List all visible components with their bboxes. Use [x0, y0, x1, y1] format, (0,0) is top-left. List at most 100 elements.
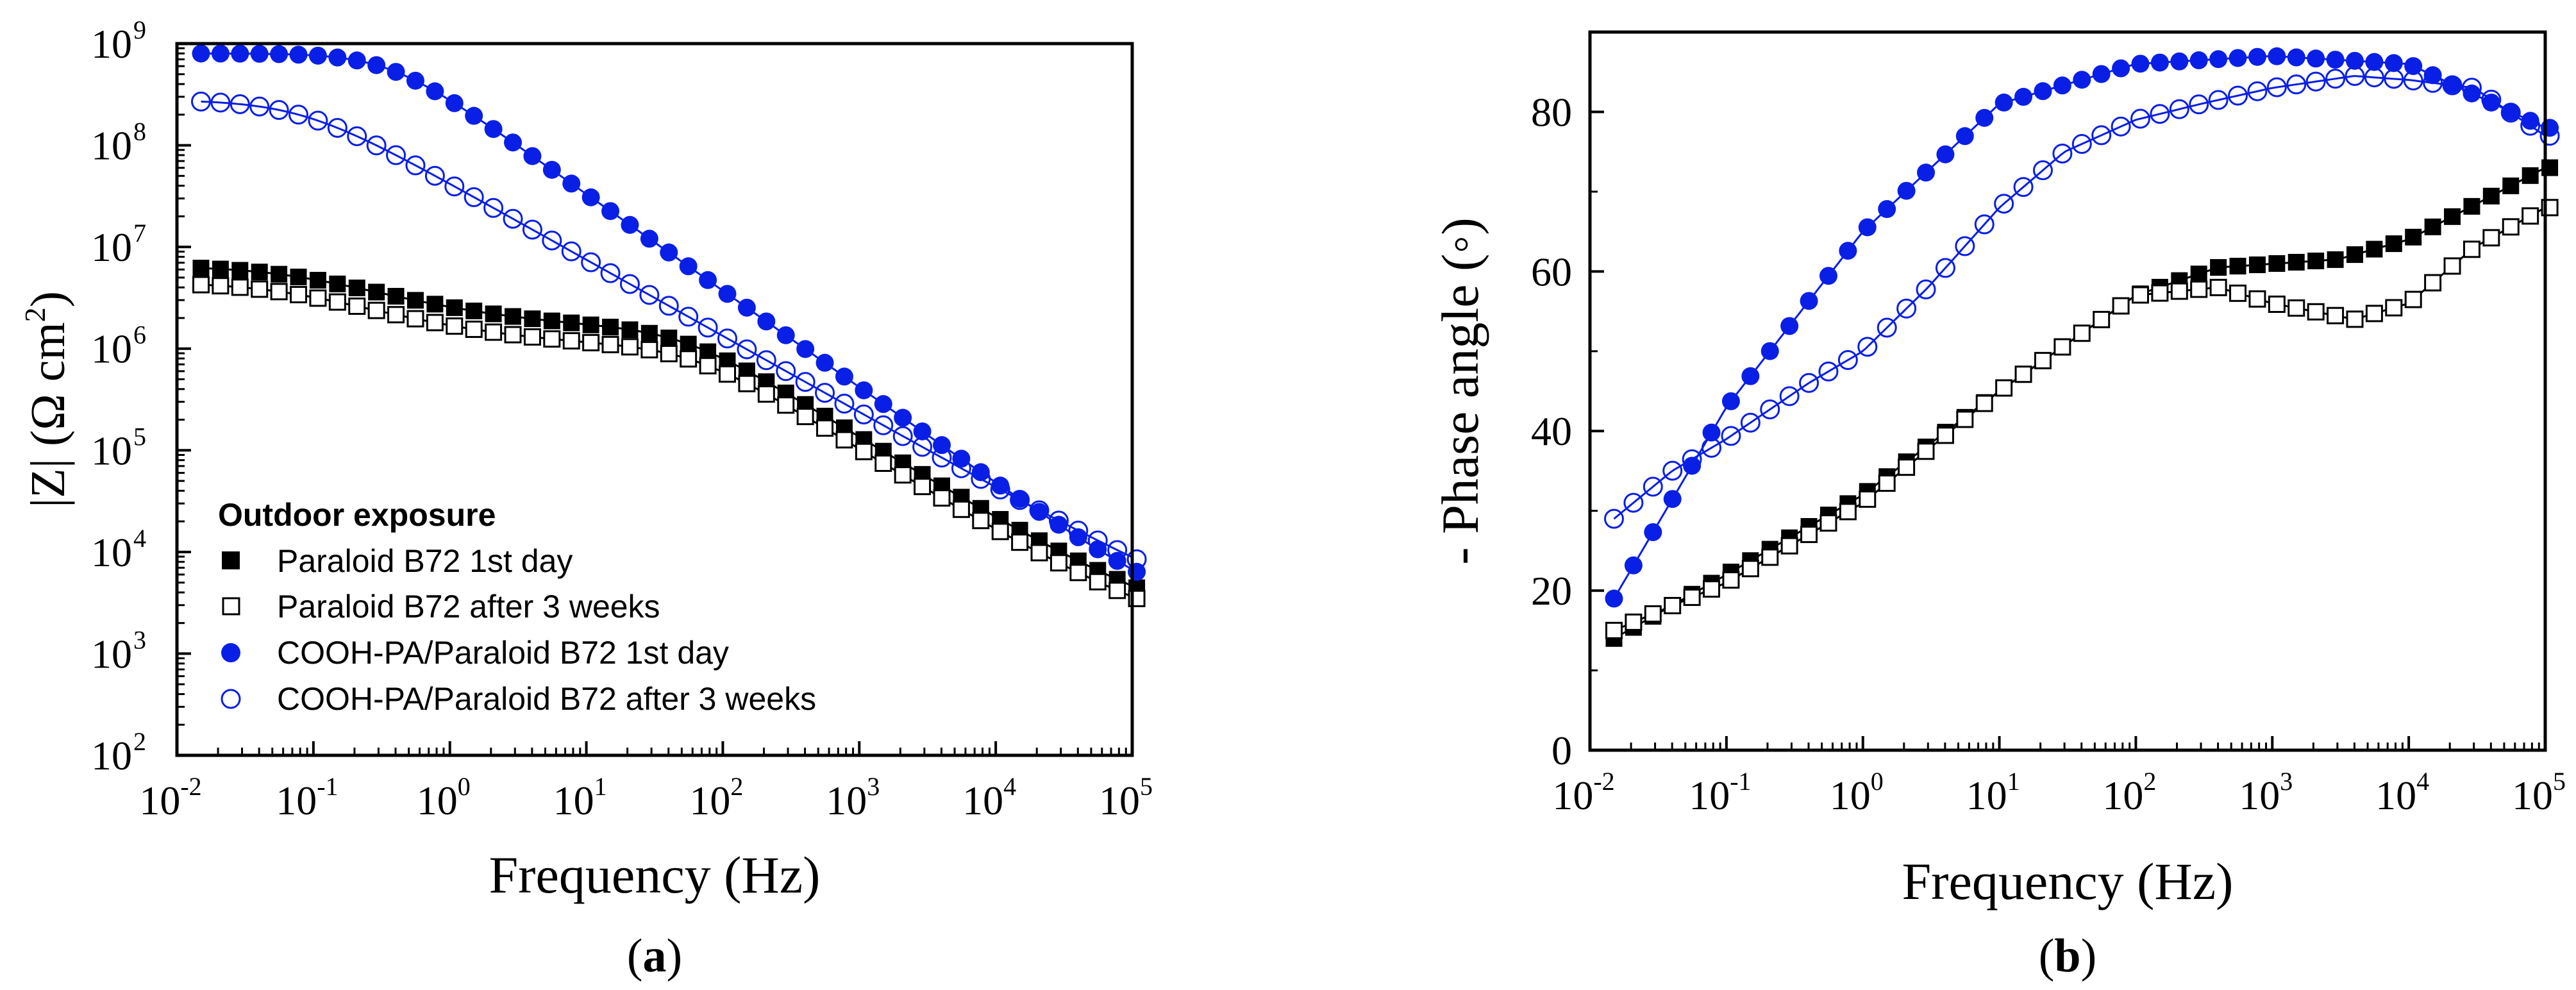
x-tick-label: 104	[962, 772, 1016, 823]
data-point-paraloid-b72-after-3-weeks	[952, 500, 970, 518]
y-tick-label: 10	[91, 530, 132, 575]
data-point-cooh-pa-paraloid-b72-after-3-weeks	[2208, 90, 2229, 110]
data-point-cooh-pa-paraloid-b72-after-3-weeks	[1010, 490, 1030, 510]
data-point-paraloid-b72-after-3-weeks	[2132, 286, 2150, 304]
data-point-paraloid-b72-after-3-weeks	[2385, 299, 2403, 317]
data-point-paraloid-b72-1st-day	[2327, 251, 2344, 268]
data-point-paraloid-b72-1st-day	[368, 283, 385, 301]
data-point-paraloid-b72-after-3-weeks	[309, 289, 327, 307]
data-point-paraloid-b72-1st-day	[563, 314, 580, 331]
data-point-cooh-pa-paraloid-b72-after-3-weeks	[386, 145, 406, 165]
x-tick-label: 104	[2375, 767, 2429, 818]
data-point-paraloid-b72-after-3-weeks	[2170, 282, 2188, 300]
data-point-paraloid-b72-after-3-weeks	[1859, 490, 1877, 508]
data-point-cooh-pa-paraloid-b72-1st-day	[562, 174, 581, 193]
data-point-paraloid-b72-1st-day	[2522, 167, 2539, 184]
data-point-cooh-pa-paraloid-b72-1st-day	[2073, 71, 2091, 89]
data-point-paraloid-b72-after-3-weeks	[2346, 310, 2364, 328]
x-tick-base: 10	[2239, 773, 2280, 818]
data-point-paraloid-b72-1st-day	[212, 260, 229, 278]
data-point-cooh-pa-paraloid-b72-1st-day	[1030, 503, 1049, 521]
x-tick-label: 100	[417, 772, 471, 823]
data-point-cooh-pa-paraloid-b72-after-3-weeks	[2286, 74, 2307, 95]
y-tick-base: 10	[91, 631, 132, 676]
data-point-paraloid-b72-1st-day	[2229, 258, 2246, 275]
data-point-paraloid-b72-1st-day	[426, 296, 444, 313]
data-point-paraloid-b72-1st-day	[602, 319, 619, 336]
panel-b-caption: (b)	[2039, 930, 2096, 982]
data-point-cooh-pa-paraloid-b72-after-3-weeks	[1857, 337, 1878, 357]
data-point-cooh-pa-paraloid-b72-after-3-weeks	[1837, 349, 1858, 370]
data-point-cooh-pa-paraloid-b72-after-3-weeks	[269, 100, 289, 121]
panel-a-ylabel-sup: 2	[19, 307, 51, 322]
data-point-paraloid-b72-after-3-weeks	[2463, 240, 2480, 258]
data-point-paraloid-b72-after-3-weeks	[1839, 503, 1857, 521]
data-point-paraloid-b72-after-3-weeks	[270, 283, 288, 301]
data-point-cooh-pa-paraloid-b72-after-3-weeks	[912, 437, 933, 457]
data-point-cooh-pa-paraloid-b72-1st-day	[855, 381, 873, 399]
series-paraloid-b72-after-3-weeks	[1605, 199, 2559, 639]
data-point-cooh-pa-paraloid-b72-after-3-weeks	[619, 274, 640, 294]
data-point-cooh-pa-paraloid-b72-1st-day	[1955, 127, 1974, 146]
y-tick-exponent: 9	[133, 15, 146, 44]
x-tick-label: 101	[1966, 767, 2020, 818]
legend-label-cooh-pa-1st-day: COOH-PA/Paraloid B72 1st day	[277, 635, 729, 671]
y-tick-label: 10	[91, 428, 132, 473]
x-tick-exponent: 2	[2143, 767, 2156, 796]
data-point-cooh-pa-paraloid-b72-after-3-weeks	[230, 94, 250, 114]
data-point-paraloid-b72-after-3-weeks	[251, 280, 269, 298]
data-point-cooh-pa-paraloid-b72-after-3-weeks	[289, 105, 309, 125]
data-point-paraloid-b72-1st-day	[387, 288, 405, 305]
data-point-paraloid-b72-after-3-weeks	[1917, 442, 1935, 460]
data-point-paraloid-b72-after-3-weeks	[2365, 305, 2383, 323]
data-point-cooh-pa-paraloid-b72-1st-day	[1936, 145, 1955, 164]
data-point-paraloid-b72-after-3-weeks	[660, 345, 678, 363]
y-tick-label: 40	[1531, 408, 1572, 454]
data-point-cooh-pa-paraloid-b72-after-3-weeks	[327, 117, 347, 138]
data-point-cooh-pa-paraloid-b72-1st-day	[874, 395, 892, 414]
data-point-paraloid-b72-1st-day	[309, 272, 326, 289]
data-point-cooh-pa-paraloid-b72-after-3-weeks	[1682, 449, 1702, 469]
x-tick-exponent: 4	[2416, 767, 2429, 796]
data-point-paraloid-b72-after-3-weeks	[504, 326, 522, 344]
data-point-cooh-pa-paraloid-b72-1st-day	[347, 51, 366, 70]
y-tick-label: 10	[91, 123, 132, 169]
data-point-paraloid-b72-1st-day	[2268, 255, 2286, 272]
data-point-paraloid-b72-after-3-weeks	[680, 350, 698, 368]
data-point-cooh-pa-paraloid-b72-1st-day	[913, 422, 932, 440]
data-point-cooh-pa-paraloid-b72-1st-day	[776, 326, 795, 344]
data-point-cooh-pa-paraloid-b72-1st-day	[1605, 589, 1623, 608]
data-point-cooh-pa-paraloid-b72-after-3-weeks	[873, 415, 894, 435]
data-point-paraloid-b72-1st-day	[290, 268, 307, 285]
data-point-cooh-pa-paraloid-b72-1st-day	[796, 340, 815, 358]
data-point-cooh-pa-paraloid-b72-1st-day	[660, 243, 678, 262]
data-point-paraloid-b72-1st-day	[2210, 259, 2227, 276]
x-tick-exponent: -1	[317, 772, 338, 801]
x-tick-exponent: 3	[867, 772, 880, 801]
y-tick-label: 0	[1551, 728, 1572, 773]
data-point-paraloid-b72-after-3-weeks	[1741, 560, 1759, 578]
data-point-paraloid-b72-after-3-weeks	[2248, 290, 2266, 308]
panel-a-axes-frame	[175, 42, 1134, 757]
data-point-cooh-pa-paraloid-b72-after-3-weeks	[249, 96, 270, 117]
x-tick-base: 10	[1099, 778, 1140, 823]
data-point-cooh-pa-paraloid-b72-after-3-weeks	[2305, 71, 2326, 92]
data-point-cooh-pa-paraloid-b72-after-3-weeks	[347, 126, 367, 146]
data-point-cooh-pa-paraloid-b72-after-3-weeks	[581, 252, 601, 273]
data-point-cooh-pa-paraloid-b72-1st-day	[211, 44, 230, 63]
data-point-paraloid-b72-after-3-weeks	[699, 357, 717, 374]
data-point-paraloid-b72-after-3-weeks	[1683, 589, 1701, 607]
data-point-paraloid-b72-after-3-weeks	[2287, 299, 2305, 317]
data-point-cooh-pa-paraloid-b72-after-3-weeks	[1643, 476, 1663, 497]
data-point-paraloid-b72-1st-day	[271, 265, 288, 283]
data-point-paraloid-b72-1st-day	[446, 299, 463, 316]
data-point-paraloid-b72-1st-day	[621, 321, 639, 339]
data-point-paraloid-b72-after-3-weeks	[2268, 295, 2286, 313]
y-tick-label: 80	[1531, 89, 1572, 135]
data-point-paraloid-b72-1st-day	[2366, 240, 2383, 258]
data-point-paraloid-b72-after-3-weeks	[2482, 229, 2500, 247]
data-point-cooh-pa-paraloid-b72-after-3-weeks	[1126, 549, 1147, 569]
data-point-paraloid-b72-1st-day	[2287, 253, 2305, 271]
data-point-paraloid-b72-after-3-weeks	[933, 489, 951, 507]
data-point-cooh-pa-paraloid-b72-after-3-weeks	[1896, 298, 1917, 319]
